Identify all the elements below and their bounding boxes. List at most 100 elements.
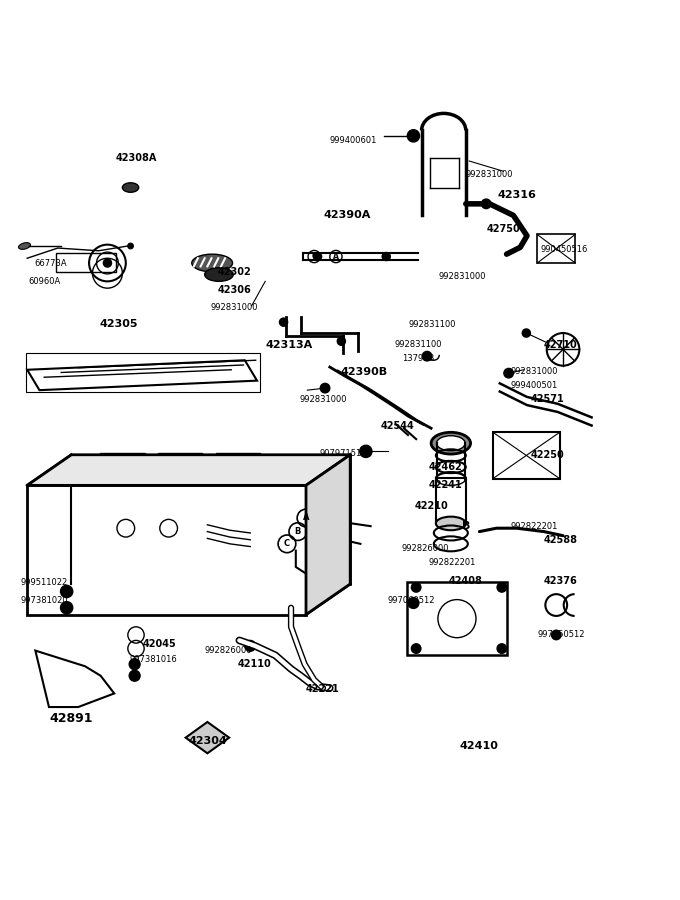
Text: 42462: 42462 [428,462,462,472]
Circle shape [497,582,507,592]
Text: 997060512: 997060512 [388,597,435,606]
Circle shape [411,582,421,592]
Text: 42571: 42571 [530,394,564,404]
Text: 997381020: 997381020 [20,597,68,606]
Bar [101,453,144,468]
Circle shape [411,644,421,653]
Text: 42110: 42110 [238,659,272,670]
Circle shape [522,329,530,338]
Bar [407,582,507,655]
Text: 999511022: 999511022 [20,578,68,587]
Circle shape [407,130,420,142]
Circle shape [320,383,330,393]
Text: 992822201: 992822201 [510,522,558,531]
Text: 42250: 42250 [530,450,564,461]
Text: 997850512: 997850512 [537,631,585,640]
Bar [158,453,203,468]
Bar [537,234,575,263]
Text: 42710: 42710 [544,339,578,349]
Circle shape [103,259,112,267]
Text: 992822201: 992822201 [428,558,476,567]
Text: 42891: 42891 [50,712,93,725]
Text: A: A [333,252,339,261]
Polygon shape [27,454,350,485]
Polygon shape [186,722,229,753]
Circle shape [504,368,513,378]
Text: B: B [462,521,470,531]
Text: 907971512: 907971512 [320,449,367,458]
Text: 992826000: 992826000 [401,544,449,554]
Text: 42316: 42316 [497,190,537,200]
Circle shape [422,351,432,361]
Text: 992831000: 992831000 [510,367,558,376]
Circle shape [481,199,491,209]
Ellipse shape [18,243,31,249]
Text: 992826000: 992826000 [204,646,252,655]
Text: 999400501: 999400501 [510,381,558,390]
Bar [216,453,260,468]
Ellipse shape [192,254,233,272]
Circle shape [128,243,133,248]
Ellipse shape [436,517,466,530]
Circle shape [61,585,73,598]
Text: 997381016: 997381016 [129,655,177,664]
Ellipse shape [205,268,233,282]
Text: 992831100: 992831100 [408,320,456,328]
Text: 992831000: 992831000 [439,272,486,281]
Circle shape [551,630,561,640]
Circle shape [337,338,345,346]
Circle shape [408,598,419,608]
Text: 990450516: 990450516 [541,245,588,254]
Text: 999400601: 999400601 [330,136,377,145]
Text: 60960A: 60960A [28,277,61,286]
Text: C: C [284,539,290,548]
Bar [27,485,306,615]
Circle shape [129,659,140,670]
Text: 42390B: 42390B [340,367,388,377]
Circle shape [313,253,322,261]
Text: 42306: 42306 [218,285,252,295]
Text: 42390A: 42390A [323,211,371,220]
Text: 42308A: 42308A [116,153,156,163]
Text: 13795B: 13795B [402,354,435,363]
Polygon shape [306,454,350,615]
Circle shape [61,601,73,614]
Text: 42241: 42241 [428,481,462,491]
Ellipse shape [431,432,471,454]
Text: 42410: 42410 [460,741,499,751]
Text: 992831000: 992831000 [299,394,347,403]
Text: A: A [303,514,309,523]
Bar [436,478,466,524]
Text: C: C [311,252,317,261]
Circle shape [129,670,140,681]
Text: 42221: 42221 [306,684,340,695]
Bar [493,432,560,479]
Bar [26,353,260,392]
Circle shape [279,318,288,326]
Text: 992831100: 992831100 [394,340,442,349]
Text: 42376: 42376 [544,576,578,586]
Ellipse shape [122,183,139,193]
Text: 42302: 42302 [218,266,252,277]
Text: 42305: 42305 [100,320,138,329]
Bar [56,253,116,272]
Polygon shape [27,360,257,391]
Circle shape [382,253,390,261]
Text: 42313A: 42313A [265,339,313,349]
Text: 992831000: 992831000 [466,170,513,179]
Text: 42750: 42750 [486,224,520,234]
Circle shape [497,644,507,653]
Circle shape [360,446,372,457]
Text: 66773A: 66773A [35,258,67,267]
Text: 42588: 42588 [544,535,578,544]
Circle shape [245,641,256,652]
Text: 42544: 42544 [381,421,415,431]
Polygon shape [35,651,114,707]
Text: 42045: 42045 [143,639,177,649]
Text: 42408: 42408 [449,576,483,586]
Ellipse shape [437,436,465,451]
Text: B: B [294,527,301,536]
Text: 992831000: 992831000 [211,302,258,311]
Text: 42304: 42304 [188,736,226,746]
Text: 42210: 42210 [415,500,449,511]
